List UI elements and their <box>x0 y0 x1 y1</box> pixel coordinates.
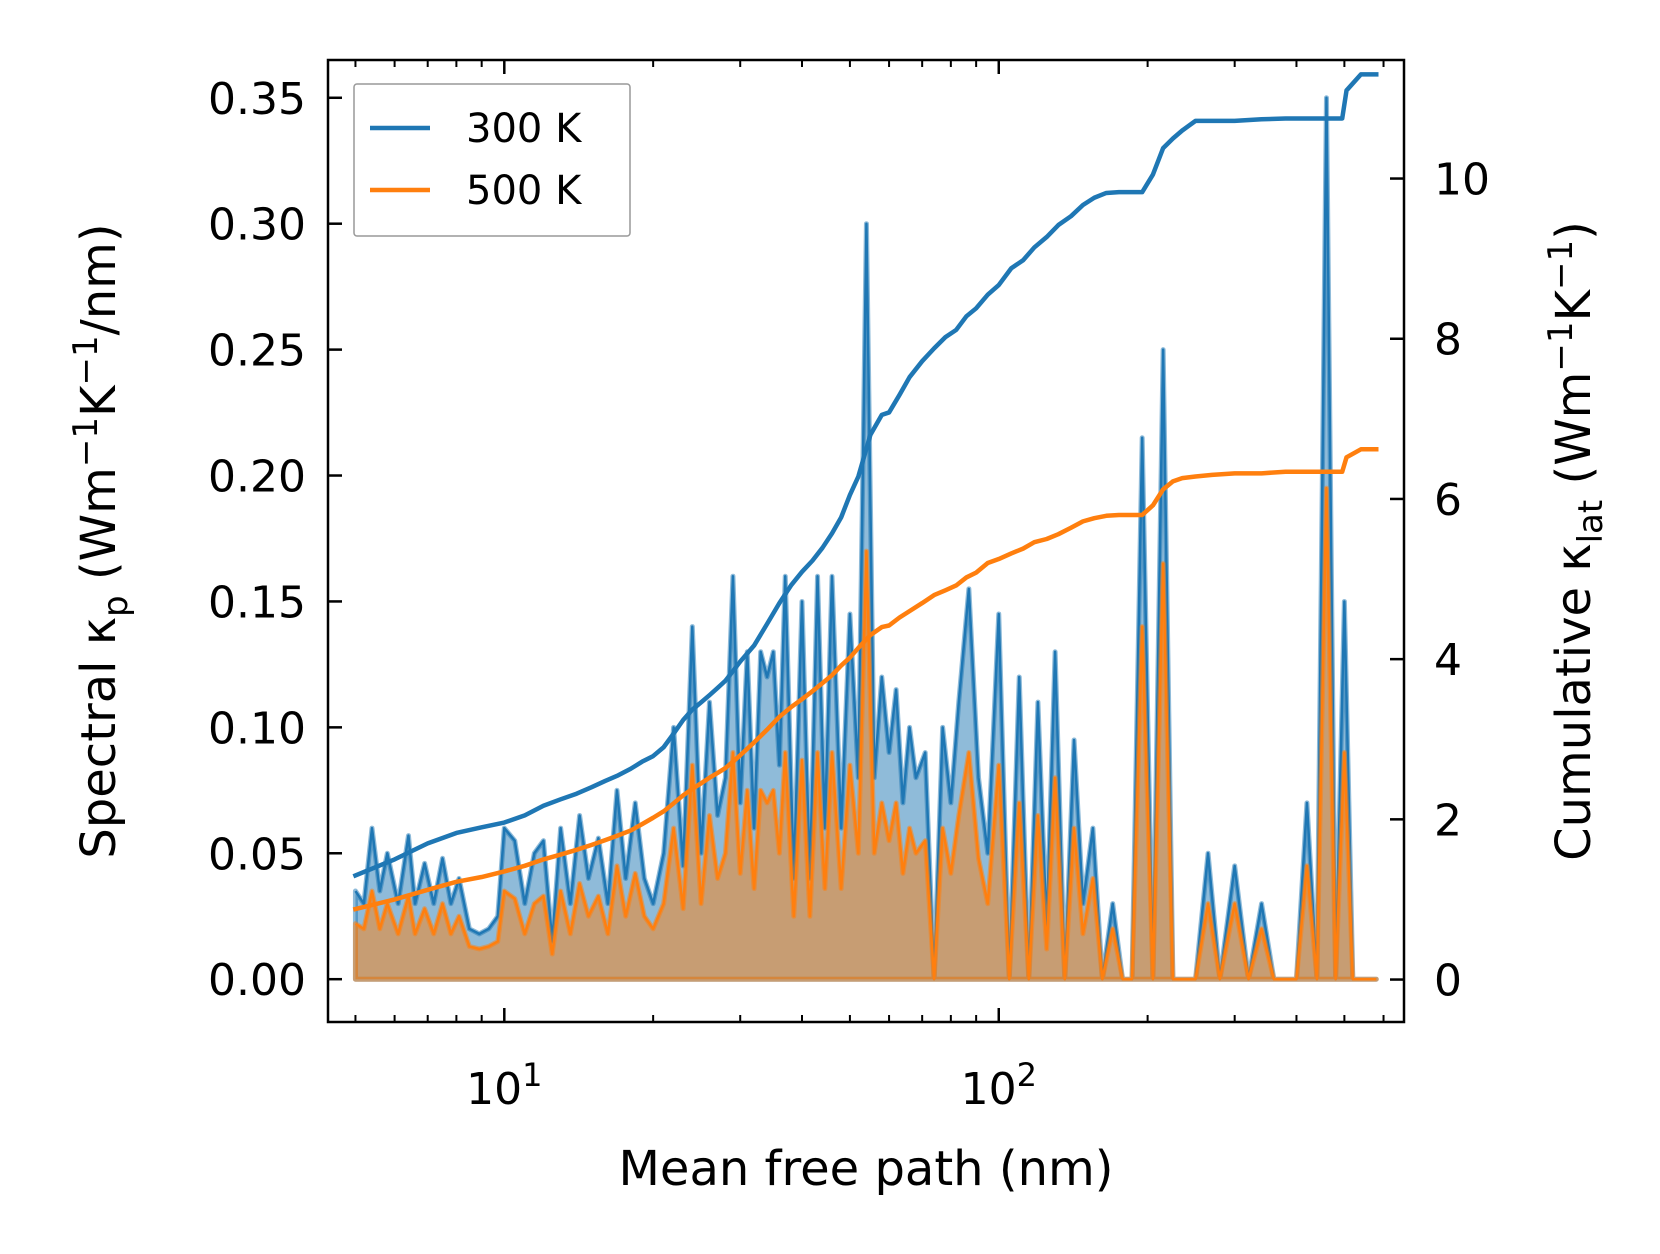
plot-area <box>352 72 1379 982</box>
y-right-tick-label: 8 <box>1434 315 1462 366</box>
legend-label: 500 K <box>466 168 583 214</box>
axes-frame <box>326 58 1406 1024</box>
y-left-tick-label: 0.15 <box>208 577 306 628</box>
y-left-tick-label: 0.30 <box>208 200 306 251</box>
y-left-tick-label: 0.25 <box>208 326 306 377</box>
x-tick-label: 101 <box>466 1056 542 1115</box>
x-axis-label: Mean free path (nm) <box>619 1141 1114 1197</box>
y-left-axis-label: Spectral κp (Wm−1K−1/nm) <box>66 223 136 858</box>
legend-box <box>353 83 631 237</box>
spectral-line-500k <box>354 486 1377 981</box>
x-tick-label: 102 <box>961 1056 1037 1115</box>
y-right-tick-label: 4 <box>1434 635 1462 686</box>
y-right-tick-label: 2 <box>1434 795 1462 846</box>
y-left-tick-label: 0.35 <box>208 74 306 125</box>
axes: 101 102 0.00 0.05 0.10 0.15 0.20 0.25 0.30 0.35 0 2… <box>66 58 1611 1197</box>
legend-label: 300 K <box>466 106 583 152</box>
y-left-tick-label: 0.05 <box>208 829 306 880</box>
cumulative-line-500k <box>352 447 1379 912</box>
y-left-tick-label: 0.00 <box>208 955 306 1006</box>
y-left-tick-label: 0.10 <box>208 703 306 754</box>
y-right-axis-label: Cumulative κlat (Wm−1K−1) <box>1541 221 1611 861</box>
y-left-tick-label: 0.20 <box>208 452 306 503</box>
legend: 300 K 500 K <box>353 83 631 237</box>
cumulative-line-300k <box>352 72 1379 879</box>
y-right-tick-label: 10 <box>1434 155 1490 206</box>
y-right-tick-label: 6 <box>1434 475 1462 526</box>
y-right-tick-label: 0 <box>1434 956 1462 1007</box>
